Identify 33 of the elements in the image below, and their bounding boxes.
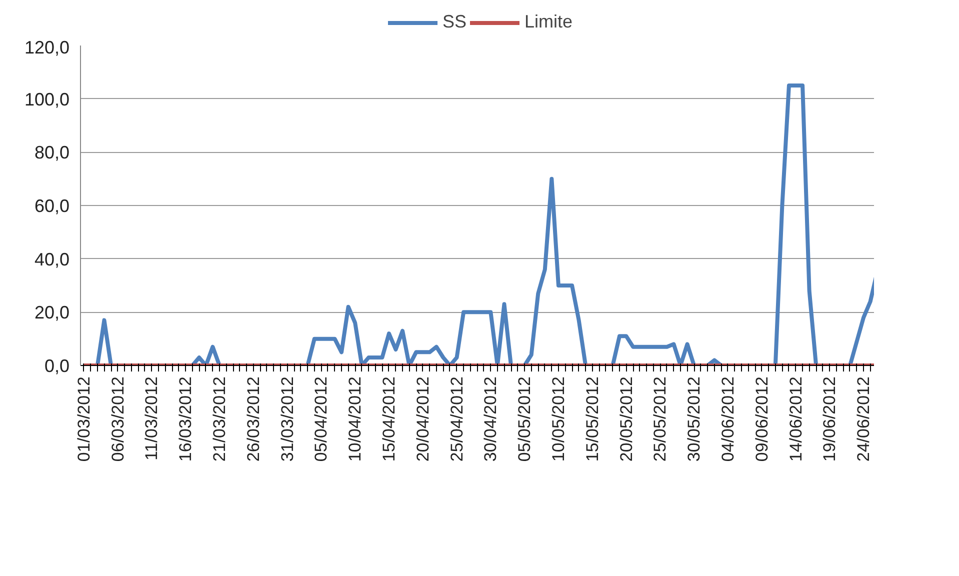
x-tick-label: 10/05/2012 [548,376,568,462]
x-tick-label: 25/04/2012 [447,376,466,462]
x-tick-label: 05/04/2012 [312,376,331,462]
x-tick-label: 26/03/2012 [244,376,263,462]
x-tick-label: 06/03/2012 [108,376,128,462]
y-tick-label: 20,0 [34,302,70,323]
x-tick-label: 20/05/2012 [616,376,636,462]
x-tick-label: 10/04/2012 [346,376,365,462]
x-tick-label: 24/06/2012 [854,376,874,462]
x-tick-label: 15/04/2012 [379,376,398,462]
x-tick-label: 25/05/2012 [650,376,670,462]
y-tick-label: 80,0 [34,142,70,163]
y-tick-label: 40,0 [34,249,70,270]
x-tick-label: 04/06/2012 [718,376,738,462]
legend-label: SS [442,12,466,32]
x-tick-label: 21/03/2012 [210,376,229,462]
x-tick-label: 14/06/2012 [786,376,806,462]
x-tick-label: 05/05/2012 [515,376,534,462]
x-tick-label: 19/06/2012 [820,376,840,462]
y-tick-label: 120,0 [24,38,70,58]
x-tick-label: 31/03/2012 [278,376,297,462]
x-tick-label: 15/05/2012 [582,376,602,462]
legend-label: Limite [524,12,573,32]
x-tick-label: 30/04/2012 [481,376,500,462]
y-tick-label: 0,0 [44,356,70,376]
x-tick-label: 30/05/2012 [684,376,704,462]
y-tick-label: 100,0 [24,89,70,110]
x-tick-label: 16/03/2012 [176,376,196,462]
y-tick-label: 60,0 [34,196,70,216]
x-tick-label: 01/03/2012 [74,376,94,462]
x-tick-label: 11/03/2012 [142,376,162,460]
x-tick-label: 20/04/2012 [413,376,432,462]
x-tick-label: 09/06/2012 [752,376,772,462]
